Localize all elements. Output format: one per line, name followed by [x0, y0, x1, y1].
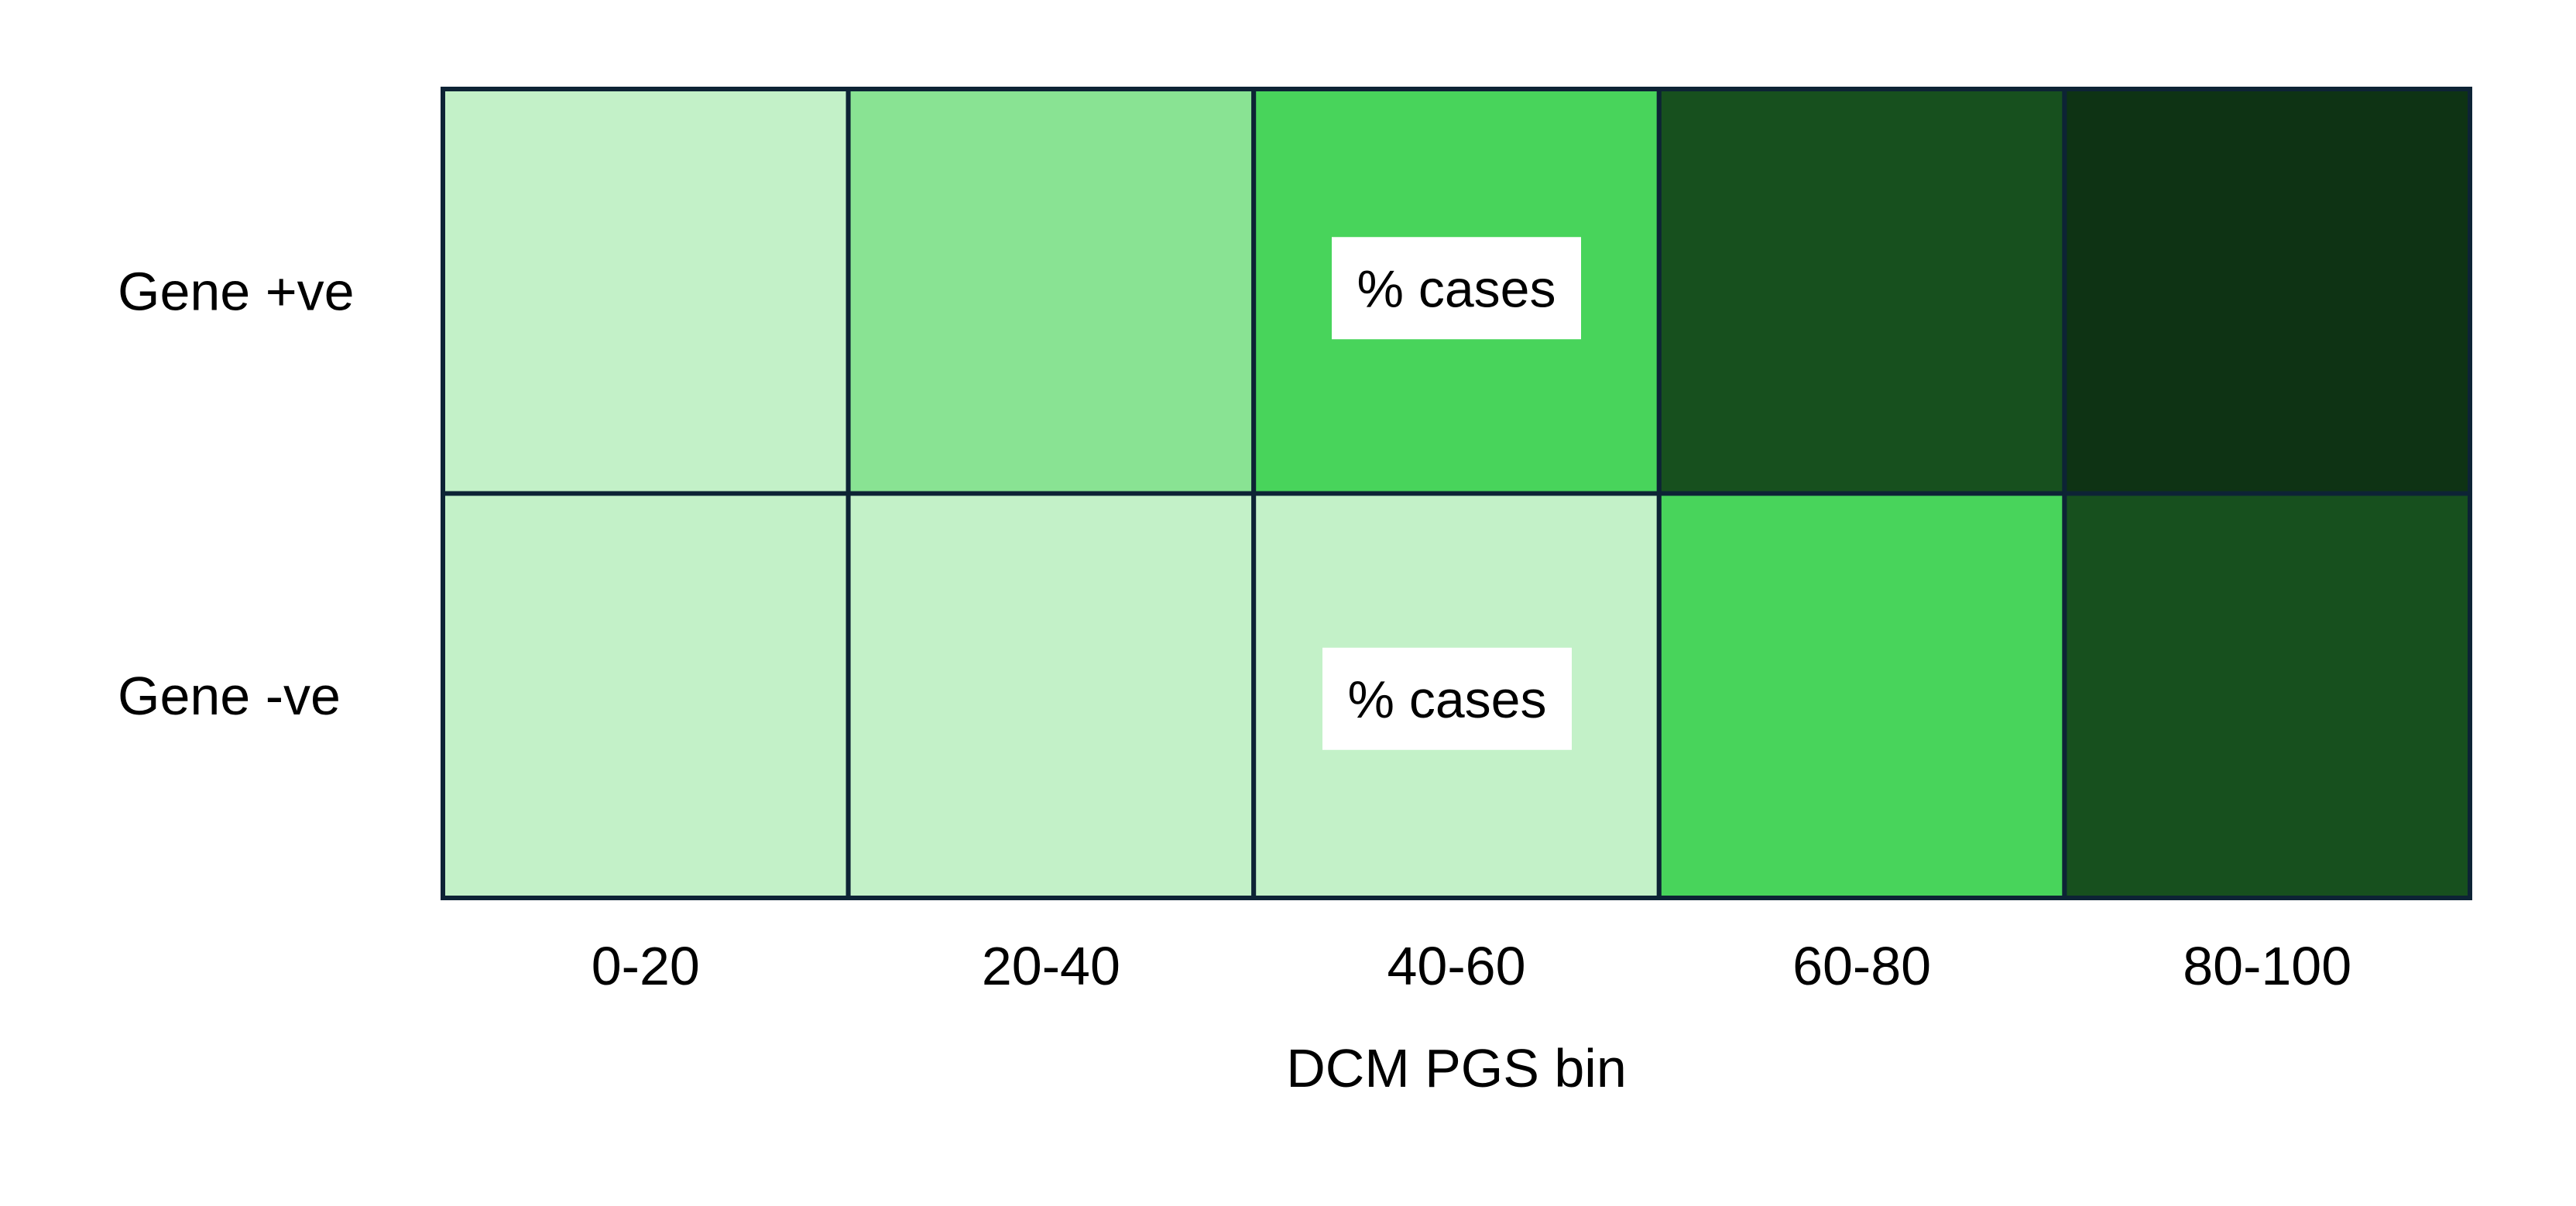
heatmap-border: [441, 87, 2472, 900]
row-label: Gene -ve: [118, 666, 341, 726]
row-labels: Gene +ve Gene -ve: [118, 261, 355, 726]
heatmap-cell-r1-c0: [441, 491, 851, 900]
annotation-box: [1332, 237, 1581, 340]
x-axis-label: DCM PGS bin: [1286, 1038, 1627, 1098]
heatmap-cell-r0-c1: [846, 87, 1257, 496]
heatmap-cell-r0-c3: [1656, 87, 2067, 496]
annotation-text: % cases: [1357, 259, 1556, 318]
row-label: Gene +ve: [118, 261, 355, 321]
heatmap-cell-r0-c4: [2062, 87, 2472, 496]
heatmap-cells: [441, 87, 2472, 900]
x-tick-label: 60-80: [1792, 936, 1931, 996]
cell-annotation: % cases: [1322, 647, 1572, 750]
x-tick-label: 0-20: [592, 936, 700, 996]
heatmap-cell-r1-c1: [846, 491, 1257, 900]
cell-annotations: % cases % cases: [1322, 237, 1581, 750]
x-tick-label: 40-60: [1387, 936, 1525, 996]
cell-annotation: % cases: [1332, 237, 1581, 340]
annotation-text: % cases: [1348, 670, 1547, 729]
heatmap-cell-r1-c4: [2062, 491, 2472, 900]
x-tick-label: 80-100: [2183, 936, 2351, 996]
heatmap-cell-r0-c0: [441, 87, 851, 496]
x-tick-label: 20-40: [982, 936, 1120, 996]
annotation-box: [1322, 647, 1572, 750]
column-tick-labels: 0-20 20-40 40-60 60-80 80-100: [592, 936, 2351, 996]
heatmap-cell-r1-c3: [1656, 491, 2067, 900]
